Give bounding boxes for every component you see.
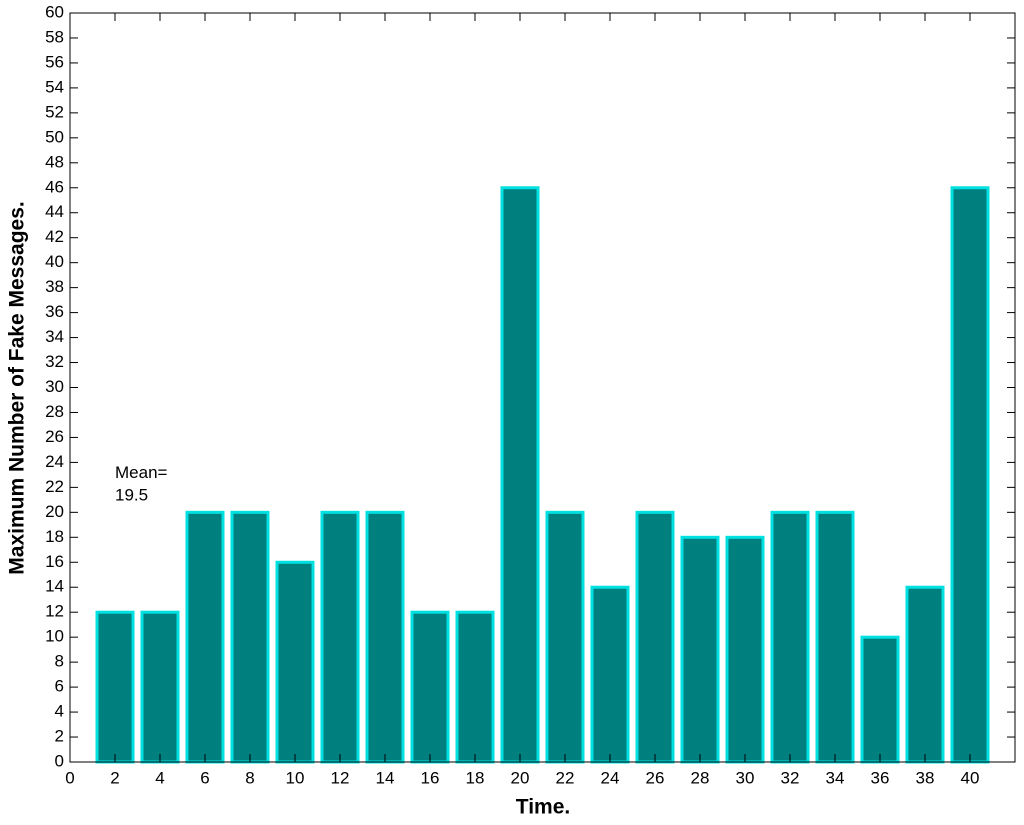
bar [725,535,765,764]
bar [500,186,540,764]
x-tick-label: 18 [466,768,485,787]
x-tick-label: 30 [736,768,755,787]
x-tick-label: 34 [826,768,845,787]
bar [140,610,180,764]
y-tick-label: 36 [45,302,64,321]
bar [185,510,225,764]
y-tick-label: 18 [45,527,64,546]
x-tick-label: 14 [376,768,395,787]
y-tick-label: 22 [45,477,64,496]
x-tick-label: 28 [691,768,710,787]
bar [905,585,945,764]
y-tick-label: 32 [45,352,64,371]
bar [770,510,810,764]
y-tick-label: 30 [45,377,64,396]
bar [95,610,135,764]
x-tick-label: 26 [646,768,665,787]
y-tick-label: 46 [45,177,64,196]
y-tick-label: 54 [45,77,64,96]
y-tick-label: 40 [45,252,64,271]
x-tick-label: 38 [916,768,935,787]
x-tick-label: 4 [155,768,164,787]
x-tick-label: 8 [245,768,254,787]
y-tick-label: 2 [55,727,64,746]
x-tick-label: 36 [871,768,890,787]
y-tick-label: 56 [45,52,64,71]
bar [230,510,270,764]
bar [635,510,675,764]
y-tick-label: 26 [45,427,64,446]
bar [365,510,405,764]
bar [680,535,720,764]
x-tick-label: 0 [65,768,74,787]
y-tick-label: 6 [55,677,64,696]
y-tick-label: 38 [45,277,64,296]
x-tick-label: 6 [200,768,209,787]
bar [410,610,450,764]
bar [815,510,855,764]
y-tick-label: 52 [45,102,64,121]
y-tick-label: 8 [55,652,64,671]
bar [275,560,315,764]
x-tick-label: 2 [110,768,119,787]
y-tick-label: 42 [45,227,64,246]
y-tick-label: 10 [45,627,64,646]
bar [860,635,900,764]
x-tick-label: 24 [601,768,620,787]
y-tick-label: 60 [45,2,64,21]
x-tick-label: 16 [421,768,440,787]
y-tick-label: 58 [45,27,64,46]
bar [950,186,990,764]
x-tick-label: 40 [961,768,980,787]
x-tick-label: 32 [781,768,800,787]
y-tick-label: 24 [45,452,64,471]
annotation-value: 19.5 [115,486,148,505]
y-tick-label: 48 [45,152,64,171]
y-tick-label: 50 [45,127,64,146]
x-axis-title: Time. [516,796,570,819]
bar [455,610,495,764]
x-tick-label: 22 [556,768,575,787]
y-tick-label: 34 [45,327,64,346]
x-tick-label: 20 [511,768,530,787]
x-tick-label: 12 [331,768,350,787]
bar [590,585,630,764]
y-tick-label: 20 [45,502,64,521]
y-tick-label: 0 [55,751,64,770]
y-axis-title: Maximum Number of Fake Messages. [6,201,29,574]
bar [545,510,585,764]
x-tick-label: 10 [286,768,305,787]
y-tick-label: 4 [55,702,64,721]
y-tick-label: 14 [45,577,64,596]
y-tick-label: 16 [45,552,64,571]
y-tick-label: 28 [45,402,64,421]
bar [320,510,360,764]
y-tick-label: 44 [45,202,64,221]
y-tick-label: 12 [45,602,64,621]
annotation-label: Mean= [115,463,168,482]
